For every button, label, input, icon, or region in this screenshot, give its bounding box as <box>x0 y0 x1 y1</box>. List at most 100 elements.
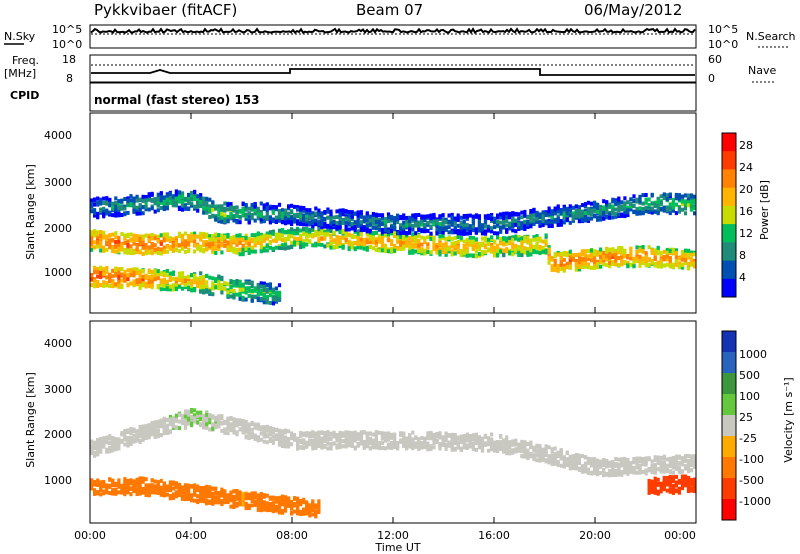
heatmap-cell <box>532 249 536 254</box>
heatmap-cell <box>162 245 166 250</box>
heatmap-cell <box>232 427 236 431</box>
heatmap-cell <box>238 490 242 495</box>
heatmap-cell <box>390 239 394 244</box>
heatmap-cell <box>208 234 212 239</box>
heatmap-cell <box>238 294 242 299</box>
heatmap-cell <box>202 274 206 279</box>
heatmap-cell <box>262 281 266 286</box>
heatmap-cell <box>174 240 178 245</box>
heatmap-cell <box>187 409 191 414</box>
heatmap-cell <box>335 234 339 239</box>
heatmap-cell <box>165 244 169 249</box>
cpid-row: CPID normal (fast stereo) 153 <box>10 82 697 112</box>
heatmap-cell <box>396 236 400 241</box>
heatmap-cell <box>444 249 448 254</box>
heatmap-cell <box>274 508 278 513</box>
heatmap-cell <box>559 267 563 272</box>
heatmap-cell <box>538 221 542 226</box>
heatmap-cell <box>268 293 272 298</box>
heatmap-cell <box>93 488 97 493</box>
heatmap-cell <box>159 206 163 210</box>
heatmap-cell <box>262 233 266 238</box>
heatmap-cell <box>135 431 139 436</box>
heatmap-cell <box>174 203 178 208</box>
heatmap-cell <box>126 243 130 248</box>
heatmap-cell <box>205 209 209 214</box>
heatmap-cell <box>302 497 306 502</box>
heatmap-cell <box>193 239 197 244</box>
heatmap-cell <box>96 274 100 279</box>
heatmap-cell <box>423 229 427 234</box>
heatmap-cell <box>220 250 224 255</box>
heatmap-cell <box>644 251 648 256</box>
heatmap-cell <box>150 427 154 431</box>
heatmap-cell <box>196 279 200 284</box>
heatmap-cell <box>280 502 285 507</box>
heatmap-cell <box>141 237 145 242</box>
heatmap-cell <box>174 189 178 194</box>
heatmap-cell <box>196 410 200 415</box>
heatmap-cell <box>162 428 166 433</box>
heatmap-cell <box>135 271 139 276</box>
freq-label-top: Freq. <box>12 54 39 67</box>
freq-tick-top: 18 <box>62 53 76 66</box>
heatmap-cell <box>229 288 233 293</box>
heatmap-cell <box>574 253 578 257</box>
heatmap-cell <box>211 500 215 505</box>
heatmap-cell <box>256 503 260 508</box>
heatmap-cell <box>168 422 172 427</box>
heatmap-cell <box>114 211 118 216</box>
heatmap-cell <box>141 198 145 203</box>
heatmap-cell <box>187 412 191 417</box>
heatmap-cell <box>550 214 554 219</box>
heatmap-cell <box>583 215 588 220</box>
heatmap-cell <box>290 219 294 223</box>
heatmap-cell <box>580 257 585 262</box>
heatmap-cell <box>211 414 215 419</box>
heatmap-cell <box>156 208 160 213</box>
heatmap-cell <box>208 204 212 209</box>
heatmap-cell <box>96 242 100 247</box>
heatmap-cell <box>102 283 106 288</box>
heatmap-cell <box>408 230 412 235</box>
heatmap-cell <box>153 420 157 425</box>
heatmap-cell <box>117 478 121 483</box>
heatmap-cell <box>202 202 206 207</box>
heatmap-cell <box>483 229 488 234</box>
heatmap-cell <box>353 234 357 239</box>
heatmap-cell <box>641 256 645 261</box>
heatmap-cell <box>93 211 97 215</box>
heatmap-cell <box>290 506 294 511</box>
heatmap-cell <box>138 282 142 287</box>
heatmap-cell <box>108 277 112 282</box>
heatmap-cell <box>323 439 327 443</box>
heatmap-cell <box>232 235 236 239</box>
heatmap-cell <box>429 250 433 255</box>
heatmap-cell <box>365 239 369 244</box>
heatmap-cell <box>247 214 251 219</box>
heatmap-cell <box>299 433 303 438</box>
heatmap-cell <box>462 223 466 228</box>
heatmap-cell <box>235 292 239 297</box>
heatmap-cell <box>371 221 375 226</box>
heatmap-cell <box>150 423 154 428</box>
heatmap-cell <box>265 289 269 294</box>
heatmap-cell <box>120 243 124 248</box>
heatmap-cell <box>147 483 151 488</box>
heatmap-cell <box>114 235 118 240</box>
heatmap-cell <box>680 253 685 258</box>
heatmap-cell <box>299 509 303 514</box>
heatmap-cell <box>526 246 530 251</box>
heatmap-cell <box>190 408 194 412</box>
heatmap-cell <box>247 236 251 241</box>
heatmap-cell <box>423 248 427 253</box>
heatmap-cell <box>414 249 418 254</box>
heatmap-cell <box>596 206 600 210</box>
heatmap-cell <box>532 213 536 218</box>
heatmap-cell <box>174 200 178 205</box>
heatmap-cell <box>250 422 254 427</box>
heatmap-cell <box>338 223 342 228</box>
heatmap-cell <box>159 271 163 276</box>
heatmap-cell <box>150 198 154 203</box>
heatmap-cell <box>99 244 103 249</box>
